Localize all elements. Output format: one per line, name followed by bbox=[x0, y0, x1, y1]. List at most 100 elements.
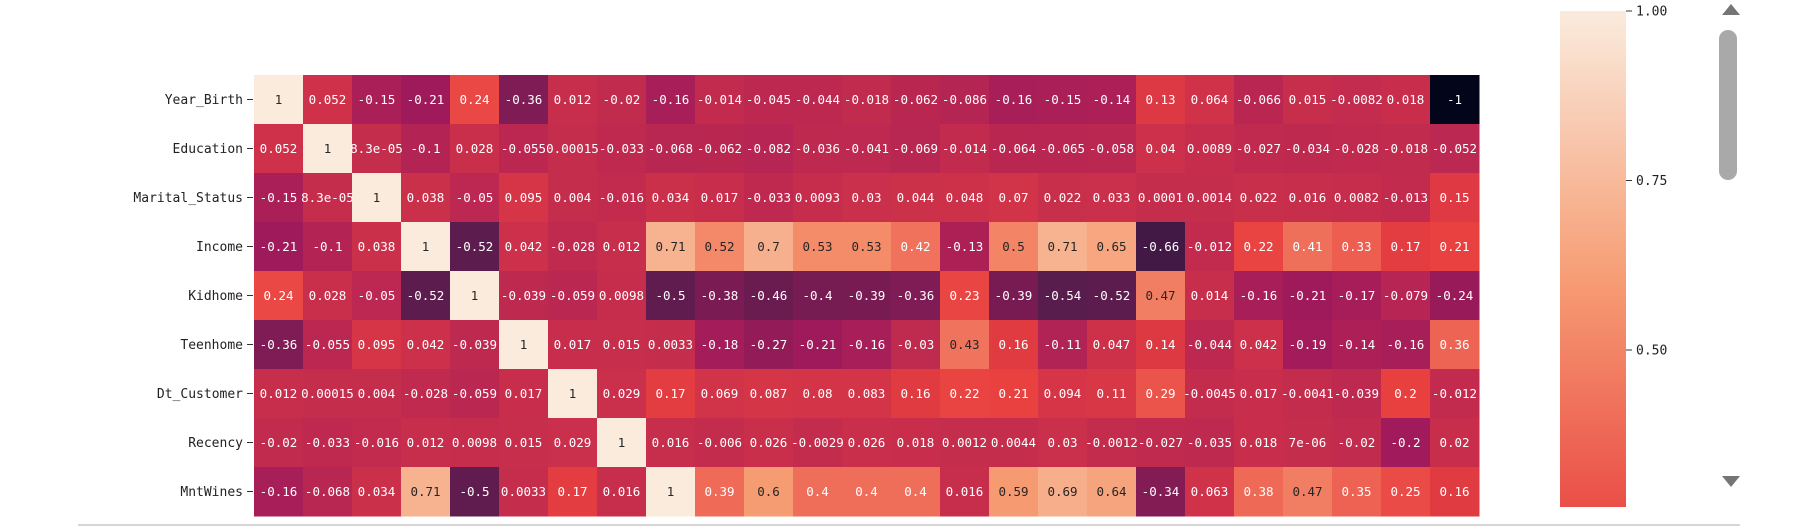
heatmap-cell bbox=[597, 369, 647, 419]
heatmap-cell-value: -0.039 bbox=[1334, 386, 1379, 401]
heatmap-cell-value: -0.045 bbox=[746, 92, 791, 107]
heatmap-cell-value: 0.2 bbox=[1394, 386, 1417, 401]
heatmap-cell bbox=[303, 124, 353, 174]
heatmap-cell bbox=[548, 173, 598, 223]
heatmap-cell bbox=[695, 418, 745, 468]
heatmap-cell bbox=[1234, 173, 1284, 223]
heatmap-cell-value: -0.034 bbox=[1285, 141, 1330, 156]
heatmap-cell-value: 0.015 bbox=[505, 435, 543, 450]
heatmap-cell bbox=[1038, 271, 1088, 321]
heatmap-cell bbox=[842, 320, 892, 370]
heatmap-cell-value: -0.018 bbox=[1383, 141, 1428, 156]
heatmap-cell-value: 0.087 bbox=[750, 386, 788, 401]
heatmap-cell bbox=[646, 173, 696, 223]
heatmap-cell bbox=[1087, 320, 1137, 370]
colorbar-tick-label: 0.50 bbox=[1636, 344, 1667, 359]
heatmap-cell-value: 0.5 bbox=[1002, 239, 1025, 254]
heatmap-cell-value: 0.23 bbox=[949, 288, 979, 303]
heatmap-cell-value: 0.004 bbox=[554, 190, 592, 205]
heatmap-cell bbox=[1136, 75, 1186, 125]
heatmap-cell bbox=[940, 418, 990, 468]
heatmap-cell bbox=[940, 222, 990, 272]
heatmap-cell-value: 0.026 bbox=[750, 435, 788, 450]
heatmap-cell-value: 0.33 bbox=[1341, 239, 1371, 254]
heatmap-cell bbox=[401, 320, 451, 370]
heatmap-cell-value: 0.029 bbox=[554, 435, 592, 450]
heatmap-cell-value: 0.028 bbox=[309, 288, 347, 303]
heatmap-cell bbox=[254, 173, 304, 223]
scroll-up-icon[interactable] bbox=[1722, 4, 1740, 15]
heatmap-cell bbox=[1136, 222, 1186, 272]
heatmap-cell bbox=[1185, 124, 1235, 174]
heatmap-cell bbox=[597, 320, 647, 370]
heatmap-cell-value: -0.068 bbox=[305, 484, 350, 499]
heatmap-cell-value: 0.65 bbox=[1096, 239, 1126, 254]
heatmap-cell bbox=[499, 418, 549, 468]
row-label: Marital_Status bbox=[133, 191, 243, 206]
heatmap-cell-value: 0.21 bbox=[1439, 239, 1469, 254]
heatmap-cell-value: -0.2 bbox=[1390, 435, 1420, 450]
heatmap-cell bbox=[989, 124, 1039, 174]
scroll-down-icon[interactable] bbox=[1722, 476, 1740, 487]
heatmap-cell-value: 1 bbox=[618, 435, 626, 450]
heatmap-cell-value: -0.006 bbox=[697, 435, 742, 450]
heatmap-cell bbox=[1136, 467, 1186, 517]
heatmap-cell bbox=[1136, 320, 1186, 370]
heatmap-cell-value: 0.38 bbox=[1243, 484, 1273, 499]
heatmap-cell bbox=[1136, 369, 1186, 419]
heatmap-cell bbox=[450, 320, 500, 370]
heatmap-cell bbox=[989, 418, 1039, 468]
heatmap-cell-value: -1 bbox=[1447, 92, 1462, 107]
heatmap-cell-value: 0.029 bbox=[603, 386, 641, 401]
heatmap-cell bbox=[646, 320, 696, 370]
heatmap-cell bbox=[254, 467, 304, 517]
heatmap-cell bbox=[1234, 467, 1284, 517]
heatmap-cell-value: -0.05 bbox=[358, 288, 396, 303]
heatmap-cell bbox=[597, 271, 647, 321]
heatmap-cell bbox=[352, 75, 402, 125]
heatmap-cell-value: 0.016 bbox=[603, 484, 641, 499]
heatmap-cell-value: 0.15 bbox=[1439, 190, 1469, 205]
heatmap-cell bbox=[1136, 173, 1186, 223]
heatmap-cell bbox=[744, 467, 794, 517]
heatmap-cell-value: -0.16 bbox=[995, 92, 1033, 107]
heatmap-cell-value: -0.012 bbox=[1432, 386, 1477, 401]
heatmap-cell-value: 0.064 bbox=[1191, 92, 1229, 107]
heatmap-cell bbox=[597, 75, 647, 125]
heatmap-cell bbox=[597, 467, 647, 517]
heatmap-cell-value: -0.02 bbox=[603, 92, 641, 107]
heatmap-cell bbox=[1087, 271, 1137, 321]
heatmap-cell bbox=[401, 173, 451, 223]
heatmap-cell-value: -0.033 bbox=[305, 435, 350, 450]
heatmap-cell bbox=[940, 271, 990, 321]
heatmap-cell bbox=[548, 418, 598, 468]
heatmap-cell bbox=[793, 320, 843, 370]
heatmap-cell bbox=[450, 124, 500, 174]
heatmap-cell bbox=[548, 271, 598, 321]
heatmap-cell bbox=[646, 75, 696, 125]
heatmap-cell bbox=[1430, 173, 1480, 223]
heatmap-cell-value: 0.11 bbox=[1096, 386, 1126, 401]
heatmap-cell-value: -0.16 bbox=[260, 484, 298, 499]
heatmap-cell-value: 8.3e-05 bbox=[301, 190, 354, 205]
heatmap-cell bbox=[646, 467, 696, 517]
heatmap-cell-value: 0.47 bbox=[1292, 484, 1322, 499]
vertical-scrollbar[interactable] bbox=[1716, 0, 1742, 505]
scrollbar-thumb[interactable] bbox=[1719, 30, 1737, 180]
heatmap-cell bbox=[793, 418, 843, 468]
row-label: Dt_Customer bbox=[157, 387, 243, 402]
heatmap-cell bbox=[989, 173, 1039, 223]
heatmap-cell-value: 0.08 bbox=[802, 386, 832, 401]
heatmap-cell-value: 0.095 bbox=[358, 337, 396, 352]
heatmap-cell bbox=[254, 222, 304, 272]
heatmap-cell-value: 0.17 bbox=[655, 386, 685, 401]
heatmap-cell bbox=[1185, 271, 1235, 321]
heatmap-cell bbox=[548, 124, 598, 174]
heatmap-cell-value: 0.018 bbox=[897, 435, 935, 450]
heatmap-cell bbox=[450, 222, 500, 272]
heatmap-cell bbox=[1381, 418, 1431, 468]
heatmap-cell bbox=[597, 418, 647, 468]
heatmap-cell bbox=[744, 271, 794, 321]
heatmap-cell-value: 0.71 bbox=[655, 239, 685, 254]
output-divider bbox=[78, 524, 1740, 526]
